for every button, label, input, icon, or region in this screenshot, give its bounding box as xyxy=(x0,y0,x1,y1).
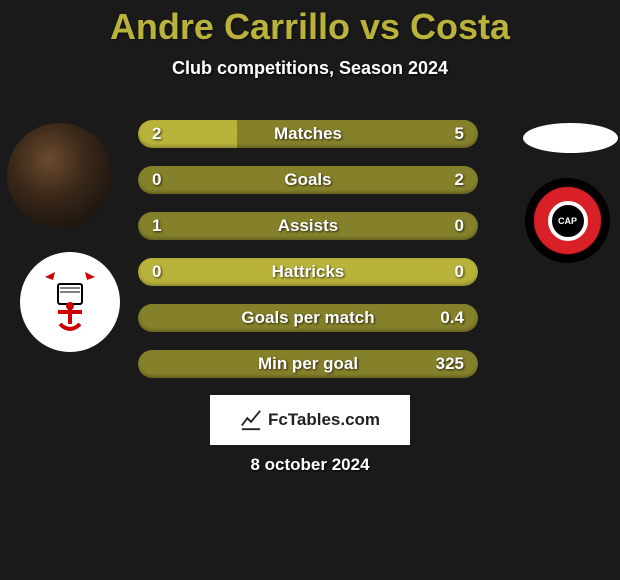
snapshot-date: 8 october 2024 xyxy=(0,455,620,475)
stat-value-right: 5 xyxy=(455,124,464,144)
stat-row: Goals per match0.4 xyxy=(138,304,478,332)
stat-row: 0Hattricks0 xyxy=(138,258,478,286)
stat-label: Goals per match xyxy=(138,308,478,328)
stat-value-right: 0 xyxy=(455,262,464,282)
stat-row: 2Matches5 xyxy=(138,120,478,148)
player2-avatar xyxy=(523,123,618,153)
player1-club-badge xyxy=(20,252,120,352)
stat-label: Min per goal xyxy=(138,354,478,374)
chart-icon xyxy=(240,409,262,431)
stat-label: Hattricks xyxy=(138,262,478,282)
player2-club-badge: CAP xyxy=(525,178,610,263)
stat-row: 1Assists0 xyxy=(138,212,478,240)
watermark-badge: FcTables.com xyxy=(210,395,410,445)
comparison-title: Andre Carrillo vs Costa xyxy=(0,0,620,48)
stat-label: Assists xyxy=(138,216,478,236)
stat-label: Goals xyxy=(138,170,478,190)
stat-row: Min per goal325 xyxy=(138,350,478,378)
stat-rows-container: 2Matches50Goals21Assists00Hattricks0Goal… xyxy=(138,120,478,396)
stat-value-right: 325 xyxy=(436,354,464,374)
stat-row: 0Goals2 xyxy=(138,166,478,194)
watermark-text: FcTables.com xyxy=(268,410,380,430)
stat-value-right: 0.4 xyxy=(440,308,464,328)
stat-value-right: 0 xyxy=(455,216,464,236)
stat-value-right: 2 xyxy=(455,170,464,190)
stat-label: Matches xyxy=(138,124,478,144)
comparison-subtitle: Club competitions, Season 2024 xyxy=(0,58,620,79)
club2-badge-inner: CAP xyxy=(548,201,588,241)
player1-avatar xyxy=(7,123,112,228)
